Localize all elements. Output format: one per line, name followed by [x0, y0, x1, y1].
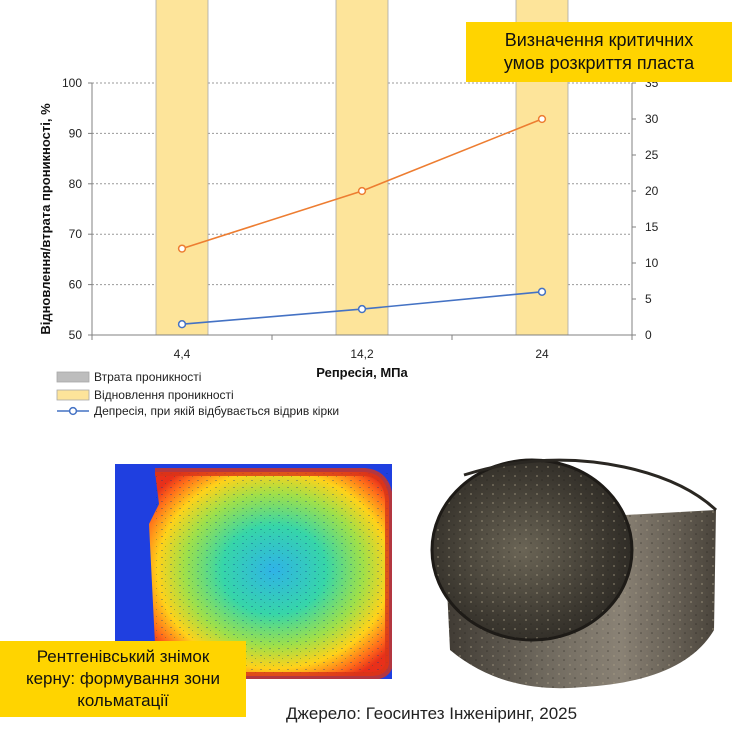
y2-tick-label: 15: [645, 220, 659, 234]
bar-segment: [335, 0, 389, 336]
series-point: [357, 186, 367, 196]
series-point: [537, 114, 547, 124]
y2-tick-label: 0: [645, 328, 652, 342]
xray-caption-line-1: Рентгенівський знімок: [36, 647, 210, 666]
xray-caption-callout: Рентгенівський знімок керну: формування …: [0, 641, 246, 717]
legend-marker-depression: [68, 406, 78, 416]
legend-label-loss: Втрата проникності: [94, 370, 201, 384]
y-tick-label: 80: [69, 177, 83, 191]
y2-tick-label: 10: [645, 256, 659, 270]
legend-label-depression: Депресія, при якій відбувається відрив к…: [94, 404, 339, 418]
y2-tick-label: 25: [645, 148, 659, 162]
legend-label-recovery: Відновлення проникності: [94, 388, 234, 402]
x-axis-title: Репресія, МПа: [316, 365, 408, 380]
y2-tick-label: 20: [645, 184, 659, 198]
y2-tick-label: 5: [645, 292, 652, 306]
legend-swatch-loss: [56, 371, 90, 383]
core-sample-photo: [430, 458, 718, 689]
y-tick-label: 100: [62, 76, 82, 90]
y-tick-label: 50: [69, 328, 83, 342]
y-axis-title: Відновлення/втрата проникності, %: [38, 103, 53, 335]
y-tick-label: 60: [69, 278, 83, 292]
xray-caption-line-2: керну: формування зони: [25, 669, 221, 688]
y-tick-label: 90: [69, 126, 83, 140]
x-tick-label: 4,4: [174, 347, 191, 361]
title-callout: Визначення критичних умов розкриття плас…: [466, 22, 732, 82]
series-point: [537, 287, 547, 296]
title-line-2: умов розкриття пласта: [503, 53, 695, 73]
x-tick-label: 14,2: [350, 347, 374, 361]
xray-caption-line-3: кольматації: [77, 691, 169, 710]
y-tick-label: 70: [69, 227, 83, 241]
series-point: [357, 304, 367, 314]
source-note: Джерело: Геосинтез Інженіринг, 2025: [286, 704, 578, 723]
y2-tick-label: 30: [645, 112, 659, 126]
x-tick-label: 24: [535, 347, 549, 361]
legend-swatch-recovery: [56, 389, 90, 401]
title-line-1: Визначення критичних: [504, 30, 694, 50]
bar-segment: [155, 0, 209, 336]
series-point: [177, 320, 187, 329]
series-point: [177, 244, 187, 253]
